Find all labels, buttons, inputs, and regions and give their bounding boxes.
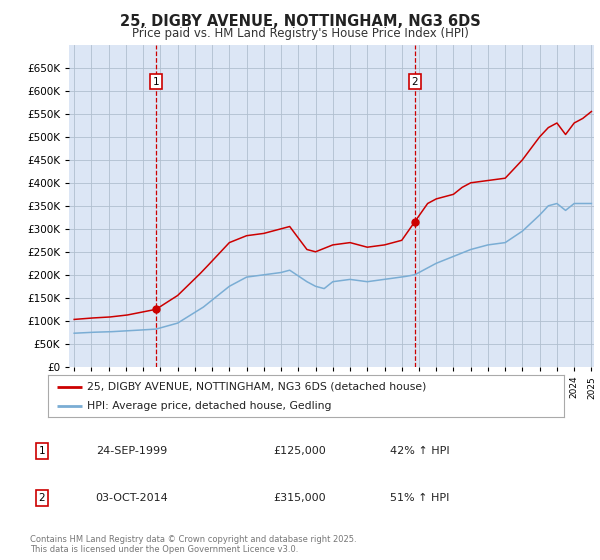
Text: Price paid vs. HM Land Registry's House Price Index (HPI): Price paid vs. HM Land Registry's House … <box>131 27 469 40</box>
Text: 51% ↑ HPI: 51% ↑ HPI <box>391 493 449 503</box>
Text: 24-SEP-1999: 24-SEP-1999 <box>97 446 167 456</box>
Text: 1: 1 <box>38 446 46 456</box>
Text: 2: 2 <box>412 77 418 87</box>
Text: £315,000: £315,000 <box>274 493 326 503</box>
Text: 25, DIGBY AVENUE, NOTTINGHAM, NG3 6DS (detached house): 25, DIGBY AVENUE, NOTTINGHAM, NG3 6DS (d… <box>86 381 426 391</box>
Text: 25, DIGBY AVENUE, NOTTINGHAM, NG3 6DS: 25, DIGBY AVENUE, NOTTINGHAM, NG3 6DS <box>119 14 481 29</box>
Text: 03-OCT-2014: 03-OCT-2014 <box>95 493 169 503</box>
Text: £125,000: £125,000 <box>274 446 326 456</box>
Text: HPI: Average price, detached house, Gedling: HPI: Average price, detached house, Gedl… <box>86 401 331 411</box>
Text: 2: 2 <box>38 493 46 503</box>
Text: 1: 1 <box>153 77 160 87</box>
Text: Contains HM Land Registry data © Crown copyright and database right 2025.
This d: Contains HM Land Registry data © Crown c… <box>30 535 356 554</box>
Text: 42% ↑ HPI: 42% ↑ HPI <box>390 446 450 456</box>
